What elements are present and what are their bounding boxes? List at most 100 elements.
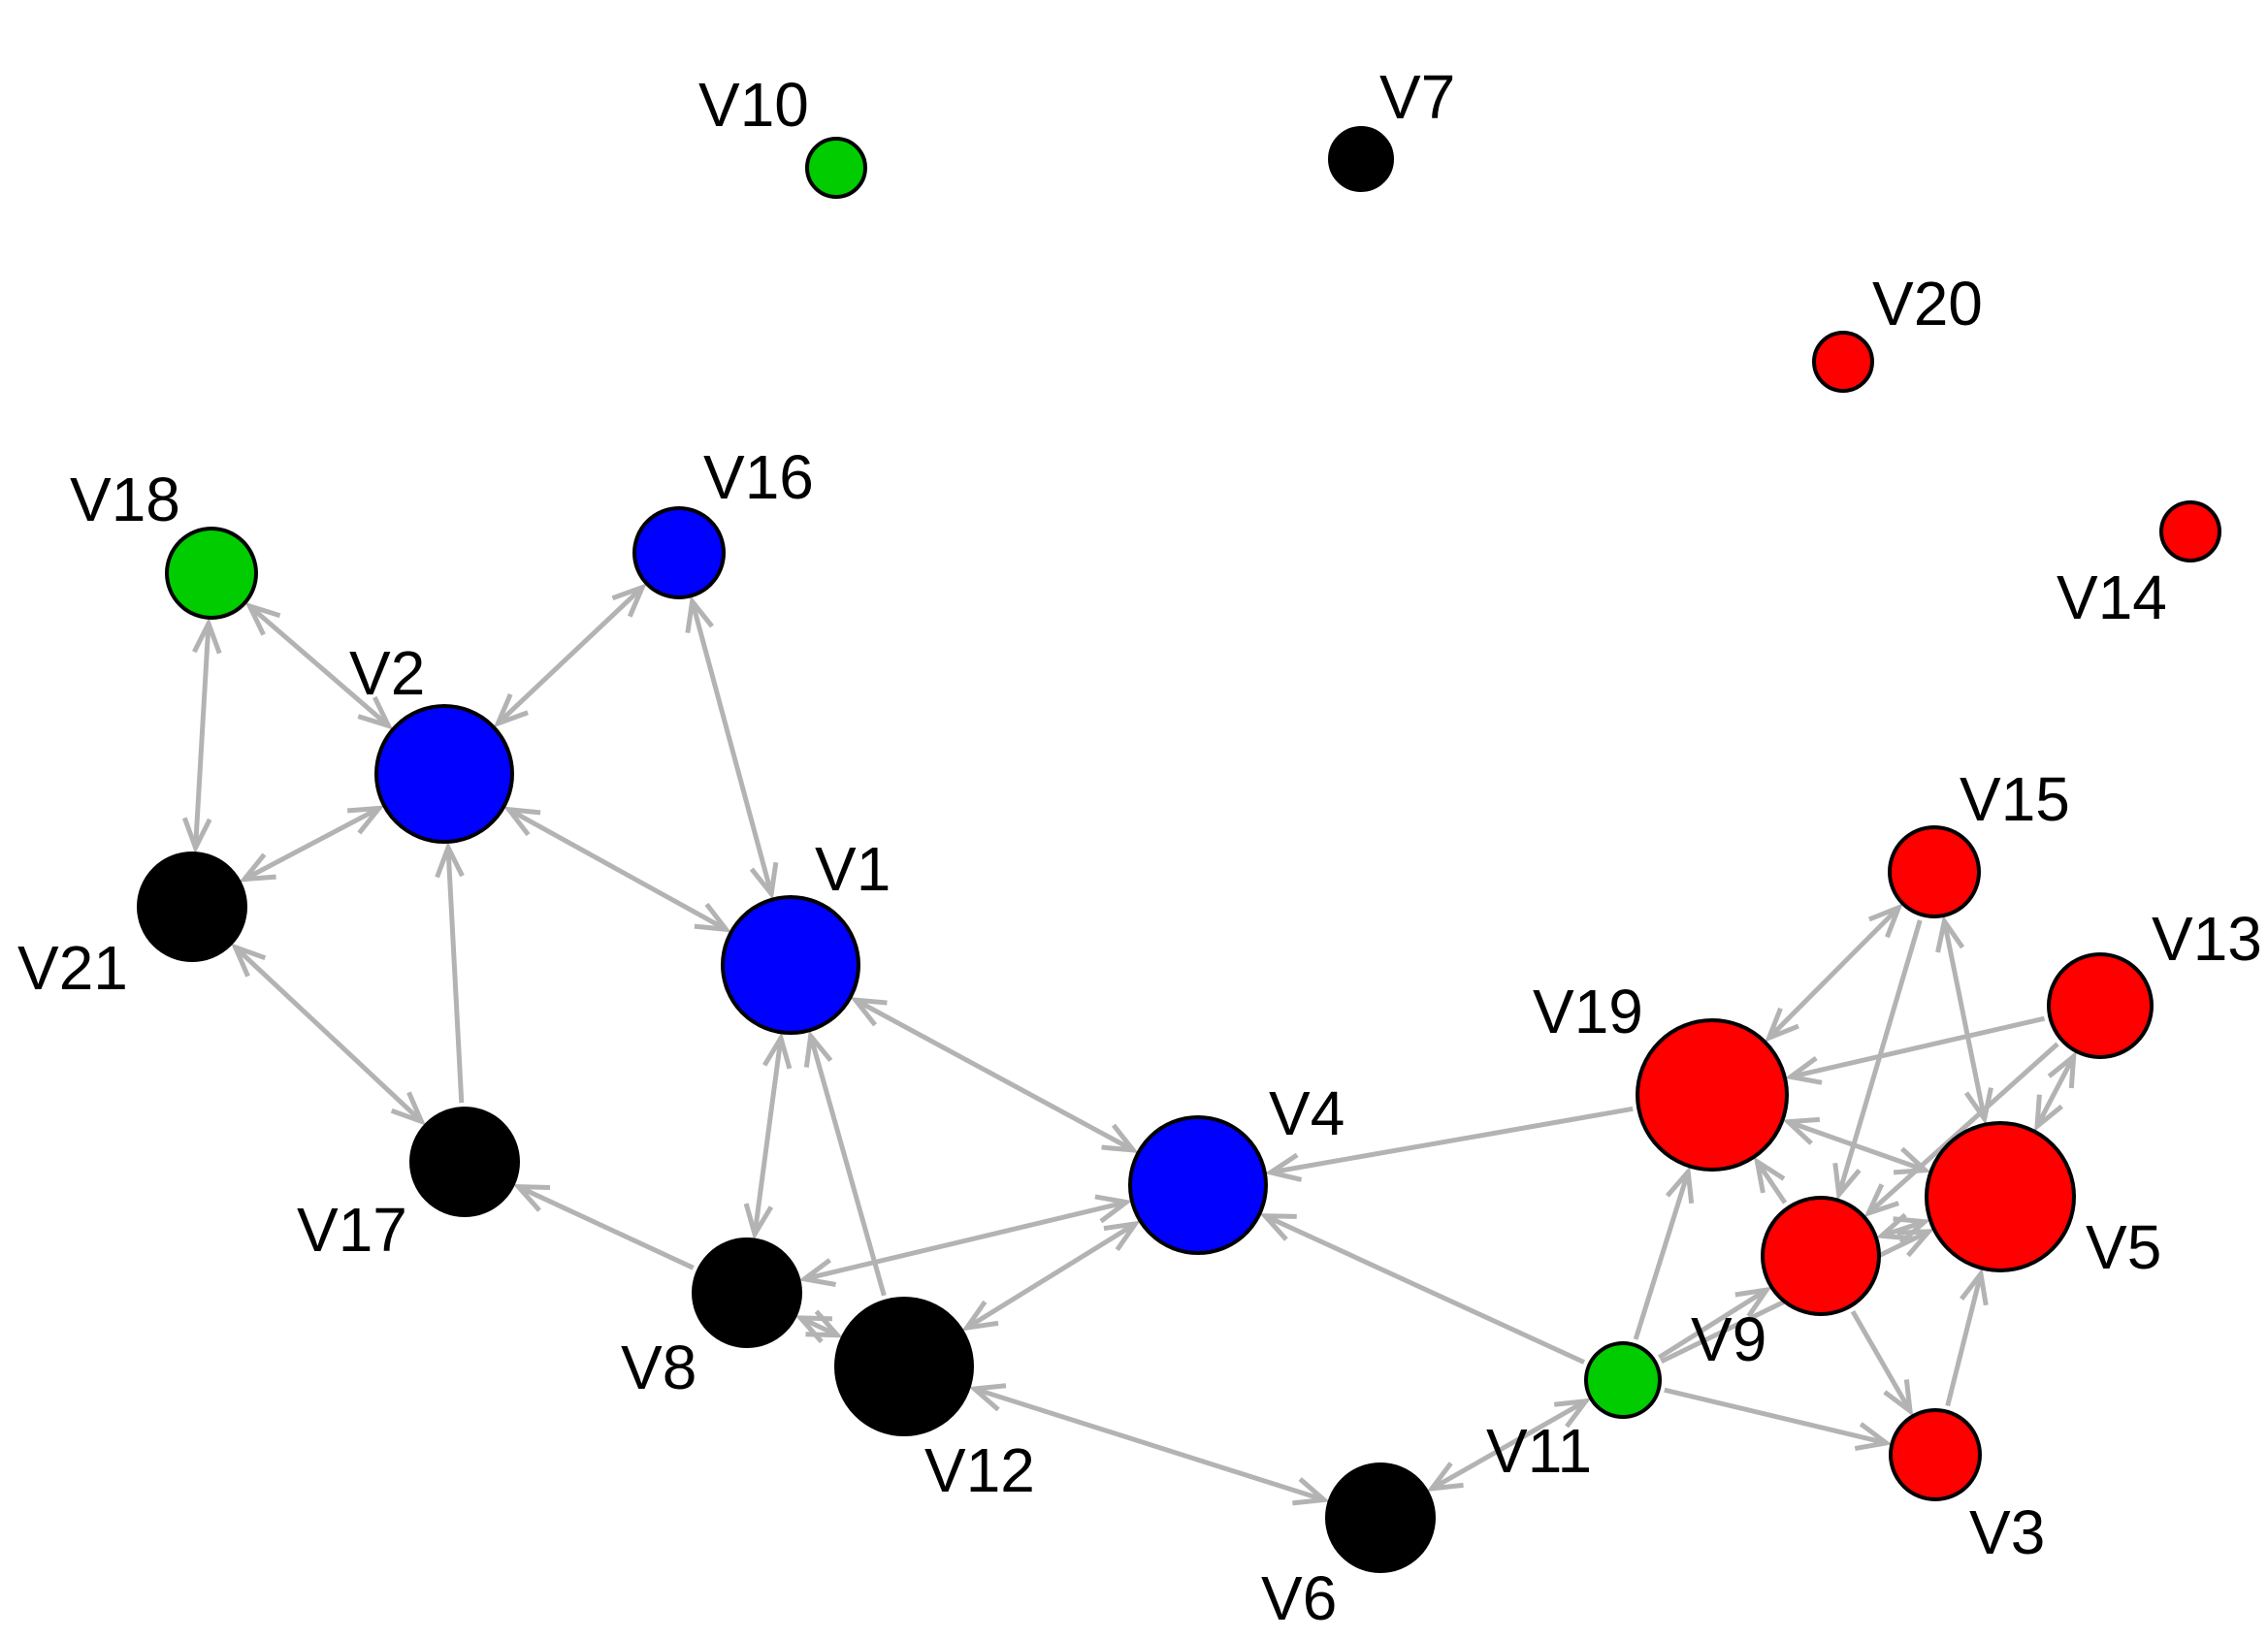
arrow-head-icon: [1426, 1462, 1464, 1492]
arrow-tail-icon: [968, 1383, 1007, 1412]
arrow-tail-icon: [961, 1300, 999, 1332]
arrow-head-icon: [1101, 1123, 1139, 1153]
edge-line: [243, 806, 380, 882]
node-v16: [632, 506, 726, 599]
edge-line: [973, 1386, 1325, 1502]
arrow-head-icon: [181, 817, 212, 854]
edge-v8-v17: [512, 1184, 695, 1270]
edge-line: [1880, 1219, 1926, 1238]
edge-v15-v5: [1935, 915, 1993, 1125]
node-label-v12: V12: [924, 1435, 1035, 1505]
arrow-tail-icon: [1553, 1398, 1592, 1429]
node-label-v2: V2: [349, 638, 425, 708]
node-label-v16: V16: [703, 442, 814, 512]
edge-line: [965, 1221, 1137, 1331]
edge-line: [1850, 1309, 1913, 1413]
edge-line: [1755, 1160, 1788, 1205]
node-label-v7: V7: [1379, 62, 1455, 132]
edge-line: [1664, 1387, 1888, 1446]
node-label-v5: V5: [2086, 1212, 2161, 1282]
arrow-tail-icon: [611, 583, 647, 618]
node-label-v17: V17: [297, 1195, 407, 1265]
node-label-v8: V8: [621, 1333, 697, 1402]
edge-v11-v4: [1259, 1213, 1586, 1365]
edge-line: [752, 1038, 784, 1235]
arrow-head-icon: [390, 1091, 427, 1126]
arrow-tail-icon: [798, 1258, 836, 1287]
node-label-v14: V14: [2057, 562, 2167, 632]
edge-v1-v4: [850, 997, 1139, 1153]
edge-line: [799, 1315, 839, 1337]
edge-line: [2034, 1055, 2076, 1128]
node-v10: [805, 137, 867, 199]
edge-line: [517, 1184, 695, 1270]
edge-line: [1790, 1015, 2046, 1079]
node-v20: [1812, 331, 1874, 393]
nodes-layer: [137, 126, 2221, 1573]
arrow-head-icon: [357, 695, 394, 730]
node-label-v19: V19: [1533, 977, 1643, 1046]
edge-line: [1270, 1106, 1634, 1175]
edge-v18-v21: [181, 617, 222, 854]
node-v12: [834, 1297, 974, 1436]
edge-v13-v9: [1863, 1042, 2059, 1218]
arrow-tail-icon: [685, 595, 714, 633]
arrow-tail-icon: [2047, 1050, 2077, 1089]
edge-v16-v1: [685, 595, 779, 900]
node-label-v10: V10: [698, 70, 809, 140]
arrow-head-icon: [1893, 1216, 1931, 1245]
node-label-v21: V21: [17, 933, 128, 1003]
arrow-head-icon: [1753, 1156, 1786, 1194]
node-label-v4: V4: [1269, 1078, 1345, 1148]
labels-layer: V1 V2 V3 V4 V5 V6 V7 V8 V9 V10 V11 V12 V13 V14 V15 V16 V…: [17, 62, 2262, 1633]
node-v15: [1888, 825, 1981, 918]
edge-v18-v2: [244, 601, 394, 730]
edge-line: [1866, 1042, 2059, 1215]
edge-v21-v17: [230, 943, 427, 1126]
edge-v12-v1: [803, 1030, 887, 1297]
node-v18: [165, 527, 258, 620]
edge-v11-v19: [1633, 1166, 1695, 1340]
arrow-head-icon: [512, 1184, 551, 1212]
edge-line: [193, 623, 211, 849]
edge-line: [445, 847, 465, 1104]
edge-v19-v4: [1264, 1106, 1634, 1182]
node-v21: [137, 852, 247, 962]
node-v9: [1761, 1196, 1881, 1316]
arrow-head-icon: [1854, 1422, 1893, 1452]
arrow-tail-icon: [346, 805, 385, 835]
edge-line: [854, 997, 1135, 1153]
arrow-head-icon: [1832, 1162, 1862, 1201]
node-v19: [1636, 1018, 1789, 1172]
edge-v12-v6: [968, 1383, 1330, 1506]
arrow-tail-icon: [192, 617, 222, 655]
node-v1: [721, 895, 860, 1035]
edge-line: [808, 1035, 887, 1297]
edge-v11-v3: [1664, 1387, 1893, 1452]
edge-line: [1766, 906, 1901, 1040]
edge-line: [507, 807, 728, 932]
arrow-head-icon: [1960, 1268, 1989, 1306]
arrow-head-icon: [694, 902, 731, 933]
arrow-head-icon: [1765, 1007, 1799, 1043]
arrow-head-icon: [743, 1203, 774, 1240]
edge-line: [1264, 1213, 1586, 1365]
edge-line: [247, 604, 391, 728]
node-label-v11: V11: [1486, 1416, 1592, 1486]
edge-v3-v5: [1945, 1268, 1989, 1407]
arrow-head-icon: [1264, 1152, 1303, 1182]
edge-v15-v9: [1832, 919, 1923, 1201]
edge-line: [1633, 1171, 1691, 1340]
edge-v15-v19: [1765, 903, 1903, 1043]
arrow-head-icon: [1883, 1379, 1914, 1417]
edge-v8-v4: [798, 1194, 1133, 1287]
edge-line: [1787, 1119, 1927, 1173]
arrow-tail-icon: [1935, 915, 1965, 953]
arrow-tail-icon: [230, 943, 267, 978]
node-v5: [1925, 1121, 2076, 1272]
node-v2: [374, 704, 514, 844]
edge-v9-v19: [1753, 1156, 1788, 1205]
arrow-tail-icon: [1868, 903, 1903, 939]
edge-v1-v8: [743, 1032, 793, 1240]
arrow-tail-icon: [761, 1032, 793, 1070]
